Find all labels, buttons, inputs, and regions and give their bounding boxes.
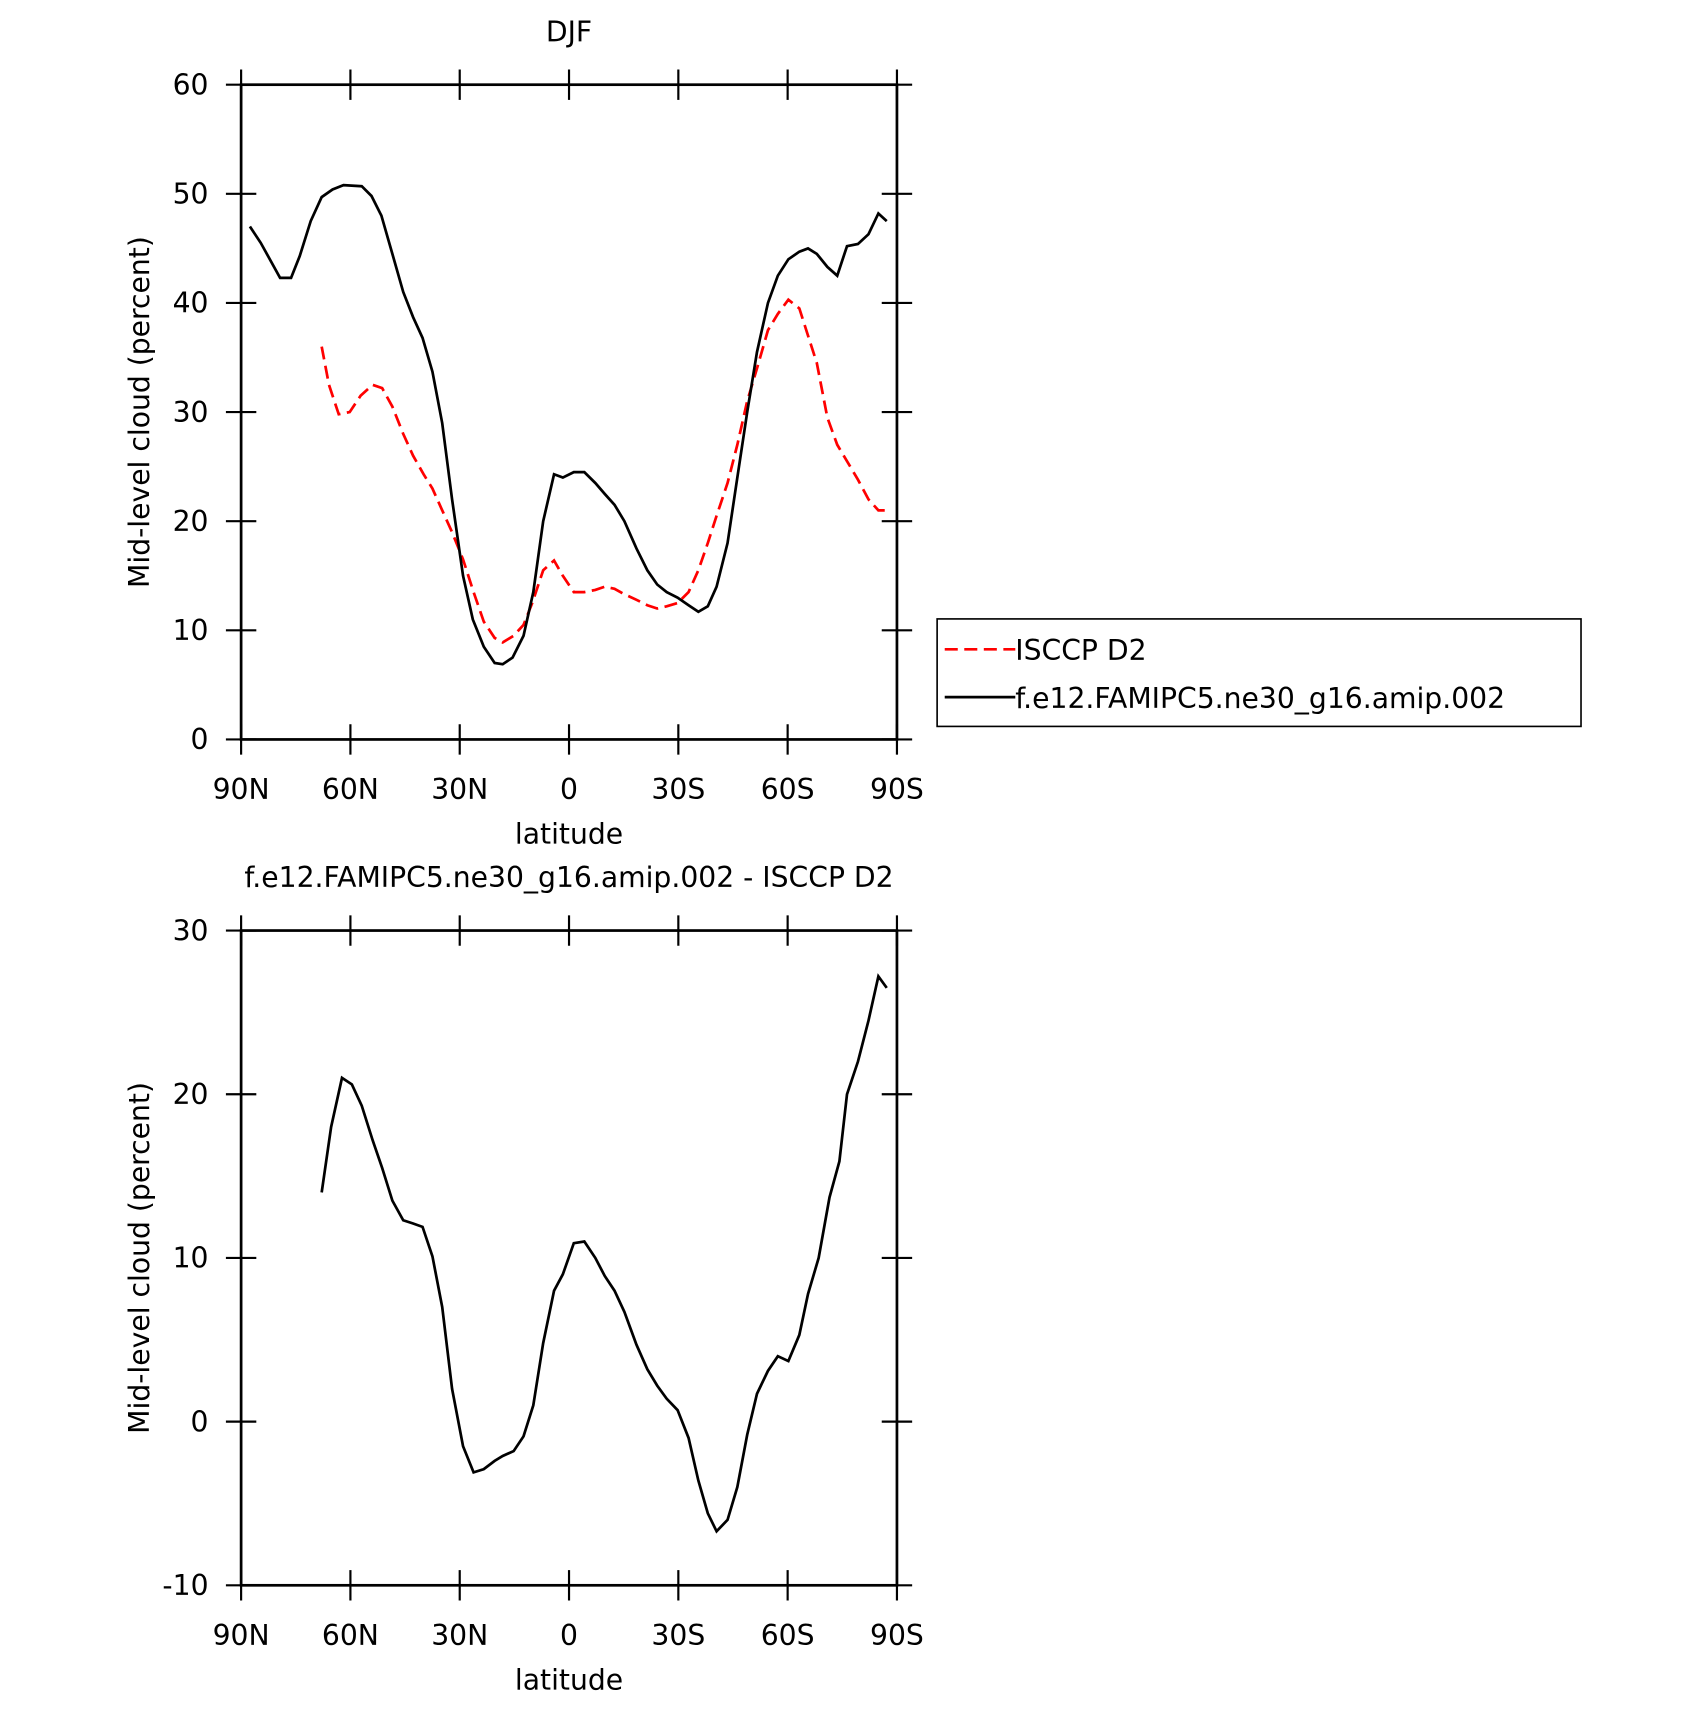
- legend-label: ISCCP D2: [1015, 634, 1146, 667]
- x-tick-label: 30N: [431, 773, 488, 806]
- x-tick-label: 90N: [213, 773, 270, 806]
- data-line: [320, 297, 887, 644]
- x-axis-label: latitude: [515, 818, 623, 851]
- legend-label: f.e12.FAMIPC5.ne30_g16.amip.002: [1015, 682, 1505, 715]
- x-tick-label: 30S: [651, 1619, 705, 1652]
- data-line: [248, 183, 888, 666]
- plot-frame: [239, 83, 899, 741]
- y-tick-label: 20: [173, 505, 209, 538]
- y-tick-label: 0: [191, 1405, 209, 1438]
- x-tick-label: 60N: [322, 1619, 379, 1652]
- y-tick-label: 40: [173, 287, 209, 320]
- x-tick-label: 90S: [870, 1619, 924, 1652]
- x-tick-label: 0: [560, 773, 578, 806]
- legend-box: [936, 618, 1582, 728]
- chart-title: f.e12.FAMIPC5.ne30_g16.amip.002 - ISCCP …: [244, 861, 893, 894]
- y-tick-label: 60: [173, 68, 209, 101]
- y-tick-label: 30: [173, 914, 209, 947]
- y-axis-label: Mid-level cloud (percent): [123, 1082, 156, 1434]
- x-tick-label: 60N: [322, 773, 379, 806]
- x-tick-label: 30N: [431, 1619, 488, 1652]
- y-axis-label: Mid-level cloud (percent): [123, 236, 156, 588]
- x-axis-label: latitude: [515, 1664, 623, 1697]
- x-tick-label: 0: [560, 1619, 578, 1652]
- x-tick-label: 60S: [761, 1619, 815, 1652]
- x-tick-label: 90S: [870, 773, 924, 806]
- y-tick-label: -10: [162, 1569, 208, 1602]
- x-tick-label: 60S: [761, 773, 815, 806]
- y-tick-label: 10: [173, 1242, 209, 1275]
- y-tick-label: 20: [173, 1078, 209, 1111]
- x-tick-label: 30S: [651, 773, 705, 806]
- data-line: [320, 973, 888, 1534]
- y-tick-label: 50: [173, 178, 209, 211]
- y-tick-label: 30: [173, 396, 209, 429]
- x-tick-label: 90N: [213, 1619, 270, 1652]
- y-tick-label: 10: [173, 614, 209, 647]
- chart-title: DJF: [546, 15, 592, 48]
- y-tick-label: 0: [191, 723, 209, 756]
